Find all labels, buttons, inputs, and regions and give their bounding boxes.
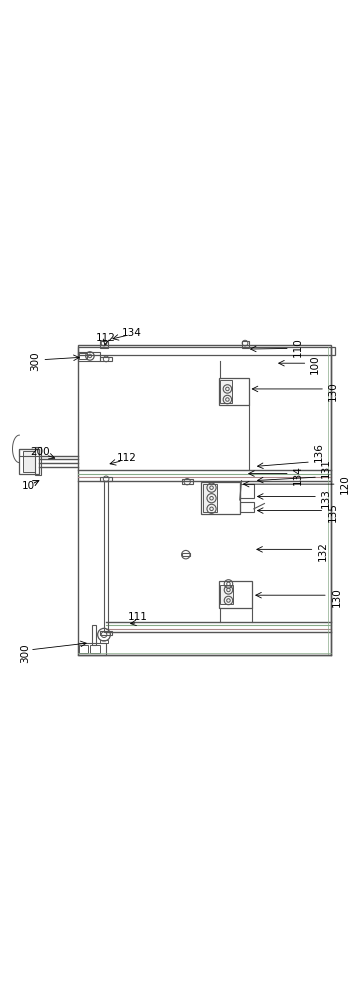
Text: 200: 200 [31,447,50,457]
Text: 100: 100 [310,354,320,374]
Bar [241,341,249,348]
Text: 120: 120 [340,474,350,494]
Text: 130: 130 [328,381,338,401]
Bar [181,553,190,556]
Bar [101,631,112,635]
Text: 135: 135 [328,502,338,522]
Bar [78,347,335,355]
Text: 136: 136 [314,442,324,462]
Text: 112: 112 [117,453,137,463]
Text: 10: 10 [22,481,35,491]
Text: 134: 134 [122,328,142,338]
Bar [79,645,88,653]
Bar [23,451,35,472]
Text: 132: 132 [317,541,327,561]
Text: 111: 111 [127,612,148,622]
Text: 130: 130 [331,587,341,607]
Bar [240,502,254,512]
Bar [35,447,41,475]
Bar [78,643,106,655]
Bar [240,484,254,498]
Bar [219,378,249,405]
Bar [19,449,39,456]
Bar [101,341,108,348]
Bar [78,345,331,655]
Text: 134: 134 [293,465,303,485]
Bar [220,585,233,604]
Bar [220,380,232,403]
Text: 112: 112 [96,333,116,343]
Bar [201,482,240,514]
Bar [90,645,101,653]
Text: 133: 133 [321,488,331,508]
Text: 131: 131 [321,458,331,478]
Bar [101,357,112,361]
Bar [78,352,101,361]
Text: 300: 300 [20,644,30,663]
Bar [104,481,108,632]
Bar [219,581,252,608]
Text: 300: 300 [30,351,40,371]
Bar [19,449,39,474]
Bar [203,484,217,512]
Bar [92,625,96,645]
Bar [101,640,108,643]
Bar [181,479,193,484]
Text: 110: 110 [293,337,303,357]
Bar [101,477,112,481]
Bar [79,353,87,359]
